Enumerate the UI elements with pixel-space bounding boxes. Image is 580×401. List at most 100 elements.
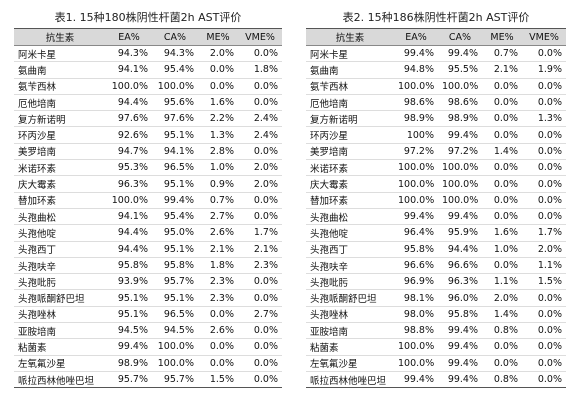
table-cell: 0.0% xyxy=(198,306,238,324)
table-cell: 1.0% xyxy=(198,159,238,177)
table-cell: 氨曲南 xyxy=(14,61,106,79)
table-row: 环丙沙星 100% 99.4% 0.0% 0.0% xyxy=(306,126,566,144)
table-cell: 0.0% xyxy=(238,322,282,340)
table-cell: 0.0% xyxy=(522,306,566,324)
table-cell: 100.0% xyxy=(106,78,152,95)
table-row: 美罗培南 94.7% 94.1% 2.8% 0.0% xyxy=(14,143,282,161)
table-cell: 0.0% xyxy=(482,159,522,177)
table-cell: 厄他培南 xyxy=(306,94,394,112)
table-cell: 0.0% xyxy=(522,371,566,389)
table-cell: 96.0% xyxy=(438,289,482,307)
table-cell: 100.0% xyxy=(152,355,198,372)
table-cell: 1.7% xyxy=(522,224,566,242)
table-cell: 1.7% xyxy=(238,224,282,242)
table-cell: 头孢曲松 xyxy=(14,208,106,226)
table-row: 米诺环素 100.0% 100.0% 0.0% 0.0% xyxy=(306,159,566,177)
table-cell: 0.0% xyxy=(238,143,282,161)
table-cell: 100.0% xyxy=(438,159,482,177)
table-cell: 0.0% xyxy=(522,208,566,226)
table-cell: 1.8% xyxy=(198,257,238,275)
table-cell: 96.6% xyxy=(438,257,482,275)
table-cell: 庆大霉素 xyxy=(306,175,394,193)
header-cell: 抗生素 xyxy=(14,28,106,46)
header-cell: CA% xyxy=(438,28,482,46)
table-row: 头孢西丁 95.8% 94.4% 1.0% 2.0% xyxy=(306,241,566,258)
table-cell: 96.9% xyxy=(394,273,438,291)
table-row: 氨曲南 94.1% 95.4% 0.0% 1.8% xyxy=(14,61,282,79)
table-cell: 96.5% xyxy=(152,306,198,324)
table-cell: 95.1% xyxy=(152,175,198,193)
table-block: 表1. 15种180株阴性杆菌2h AST评价 抗生素 EA% CA% ME% VME% 阿… xyxy=(14,8,282,389)
table-row: 阿米卡星 99.4% 99.4% 0.7% 0.0% xyxy=(306,45,566,63)
table-cell: 94.4% xyxy=(106,224,152,242)
table-cell: 95.1% xyxy=(152,126,198,144)
table-cell: 95.1% xyxy=(106,289,152,307)
table-row: 头孢唑林 95.1% 96.5% 0.0% 2.7% xyxy=(14,306,282,324)
table-cell: 97.2% xyxy=(394,143,438,161)
table-cell: 95.0% xyxy=(152,224,198,242)
table-cell: 头孢吡肟 xyxy=(14,273,106,291)
table-cell: 0.0% xyxy=(522,143,566,161)
table-cell: 98.8% xyxy=(394,322,438,340)
table-cell: 头孢呋辛 xyxy=(14,257,106,275)
table-row: 左氧氟沙星 98.9% 100.0% 0.0% 0.0% xyxy=(14,355,282,372)
table-cell: 1.5% xyxy=(198,371,238,389)
table-cell: 100.0% xyxy=(394,338,438,356)
table-cell: 环丙沙星 xyxy=(14,126,106,144)
table-cell: 0.0% xyxy=(198,355,238,372)
table-cell: 2.6% xyxy=(198,322,238,340)
table-cell: 2.3% xyxy=(198,273,238,291)
table-cell: 0.0% xyxy=(482,355,522,372)
table-cell: 复方新诺明 xyxy=(14,110,106,128)
table-cell: 0.7% xyxy=(482,45,522,63)
table-cell: 95.7% xyxy=(152,273,198,291)
table-row: 替加环素 100.0% 99.4% 0.7% 0.0% xyxy=(14,192,282,209)
table-cell: 2.4% xyxy=(238,126,282,144)
table-cell: 0.0% xyxy=(238,371,282,389)
table-row: 头孢哌酮舒巴坦 98.1% 96.0% 2.0% 0.0% xyxy=(306,289,566,307)
table-row: 粘菌素 99.4% 100.0% 0.0% 0.0% xyxy=(14,338,282,356)
table-cell: 95.9% xyxy=(438,224,482,242)
table-cell: 0.0% xyxy=(522,289,566,307)
table-cell: 96.5% xyxy=(152,159,198,177)
table-cell: 100.0% xyxy=(438,192,482,209)
table-row: 复方新诺明 98.9% 98.9% 0.0% 1.3% xyxy=(306,110,566,128)
table-cell: 1.6% xyxy=(198,94,238,112)
table-title: 表2. 15种186株阴性杆菌2h AST评价 xyxy=(342,11,530,24)
table-cell: 2.8% xyxy=(198,143,238,161)
table-cell: 2.0% xyxy=(238,175,282,193)
table-cell: 95.1% xyxy=(152,289,198,307)
table-cell: 94.4% xyxy=(106,94,152,112)
table-cell: 1.5% xyxy=(522,273,566,291)
table-row: 氨曲南 94.8% 95.5% 2.1% 1.9% xyxy=(306,61,566,79)
table-cell: 99.4% xyxy=(394,45,438,63)
table-cell: 哌拉西林他唑巴坦 xyxy=(306,371,394,389)
table-row: 厄他培南 98.6% 98.6% 0.0% 0.0% xyxy=(306,94,566,112)
table-cell: 95.4% xyxy=(152,61,198,79)
table-row: 头孢呋辛 96.6% 96.6% 0.0% 1.1% xyxy=(306,257,566,275)
table-cell: 95.8% xyxy=(394,241,438,258)
table-cell: 0.8% xyxy=(482,322,522,340)
header-cell: ME% xyxy=(198,28,238,46)
table-row: 哌拉西林他唑巴坦 99.4% 99.4% 0.8% 0.0% xyxy=(306,371,566,389)
table-cell: 0.0% xyxy=(482,94,522,112)
table-cell: 氨曲南 xyxy=(306,61,394,79)
table-cell: 0.0% xyxy=(522,45,566,63)
table-cell: 94.4% xyxy=(106,241,152,258)
table-cell: 0.8% xyxy=(482,371,522,389)
table-row: 替加环素 100.0% 100.0% 0.0% 0.0% xyxy=(306,192,566,209)
table-row: 哌拉西林他唑巴坦 95.7% 95.7% 1.5% 0.0% xyxy=(14,371,282,389)
table-cell: 2.2% xyxy=(198,110,238,128)
table-cell: 99.4% xyxy=(152,192,198,209)
table-cell: 哌拉西林他唑巴坦 xyxy=(14,371,106,389)
table-cell: 94.3% xyxy=(106,45,152,63)
table-cell: 2.3% xyxy=(198,289,238,307)
table-cell: 2.7% xyxy=(198,208,238,226)
table-cell: 2.3% xyxy=(238,257,282,275)
table-cell: 0.0% xyxy=(482,192,522,209)
table-cell: 99.4% xyxy=(438,208,482,226)
table-cell: 0.0% xyxy=(482,338,522,356)
table-block: 表2. 15种186株阴性杆菌2h AST评价 抗生素 EA% CA% ME% VME% 阿… xyxy=(306,8,566,389)
table-cell: 95.3% xyxy=(106,159,152,177)
